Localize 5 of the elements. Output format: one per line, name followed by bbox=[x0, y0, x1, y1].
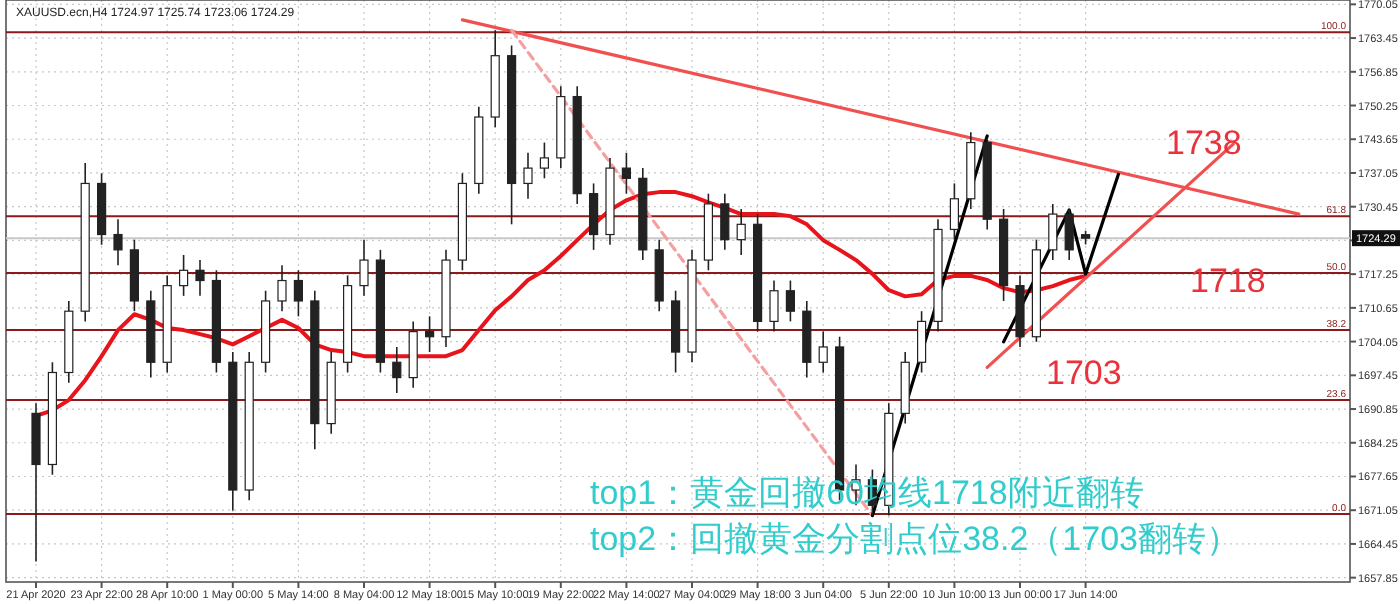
annotation: top2：回撤黄金分割点位38.2（1703翻转） bbox=[590, 520, 1240, 558]
annotation: 1738 bbox=[1166, 124, 1242, 162]
line-series bbox=[1002, 172, 1120, 344]
annotation: 1703 bbox=[1046, 354, 1122, 392]
annotation: 1718 bbox=[1190, 262, 1266, 300]
